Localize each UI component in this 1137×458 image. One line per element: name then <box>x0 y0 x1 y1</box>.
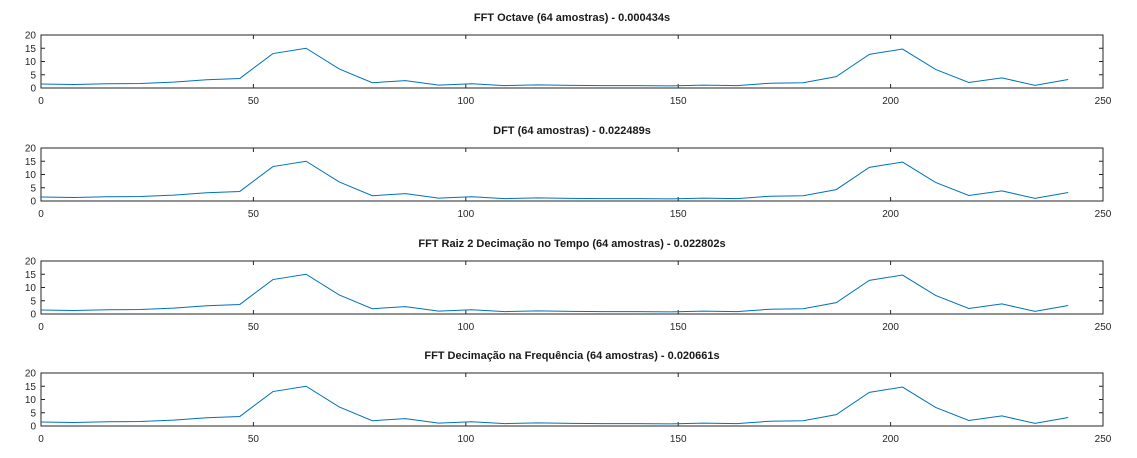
x-tick-label: 0 <box>38 96 44 107</box>
x-tick-label: 200 <box>882 209 899 220</box>
series-line <box>40 273 1069 313</box>
y-tick-label: 10 <box>25 395 37 406</box>
y-tick-label: 20 <box>25 144 37 155</box>
subplot-4: FFT Decimação na Frequência (64 amostras… <box>25 350 1112 445</box>
x-tick-label: 100 <box>457 434 474 445</box>
y-tick-label: 20 <box>25 31 37 42</box>
y-tick-label: 0 <box>30 197 36 208</box>
y-tick-label: 5 <box>30 296 36 307</box>
y-tick-label: 20 <box>25 257 37 268</box>
subplot-title: DFT (64 amostras) - 0.022489s <box>493 125 651 137</box>
subplot-3: FFT Raiz 2 Decimação no Tempo (64 amostr… <box>25 238 1112 333</box>
y-tick-label: 15 <box>25 44 37 55</box>
y-tick-label: 15 <box>25 157 37 168</box>
x-tick-label: 200 <box>882 322 899 333</box>
series-line <box>40 160 1069 200</box>
x-tick-label: 100 <box>457 209 474 220</box>
y-tick-label: 0 <box>30 422 36 433</box>
x-tick-label: 50 <box>248 209 260 220</box>
x-tick-label: 100 <box>457 96 474 107</box>
x-tick-label: 200 <box>882 96 899 107</box>
x-tick-label: 150 <box>670 209 687 220</box>
x-tick-label: 50 <box>248 322 260 333</box>
y-tick-label: 10 <box>25 57 37 68</box>
x-tick-label: 0 <box>38 322 44 333</box>
x-tick-label: 0 <box>38 209 44 220</box>
y-tick-label: 10 <box>25 170 37 181</box>
x-tick-label: 250 <box>1095 322 1112 333</box>
y-tick-label: 5 <box>30 408 36 419</box>
x-tick-label: 250 <box>1095 434 1112 445</box>
subplot-title: FFT Raiz 2 Decimação no Tempo (64 amostr… <box>418 238 725 250</box>
x-tick-label: 250 <box>1095 209 1112 220</box>
x-tick-label: 200 <box>882 434 899 445</box>
subplot-title: FFT Decimação na Frequência (64 amostras… <box>424 350 719 362</box>
series-line <box>40 385 1069 425</box>
y-tick-label: 5 <box>30 183 36 194</box>
x-tick-label: 150 <box>670 96 687 107</box>
y-tick-label: 15 <box>25 382 37 393</box>
y-tick-label: 5 <box>30 70 36 81</box>
x-tick-label: 150 <box>670 434 687 445</box>
x-tick-label: 100 <box>457 322 474 333</box>
y-tick-label: 0 <box>30 84 36 95</box>
x-tick-label: 150 <box>670 322 687 333</box>
x-tick-label: 250 <box>1095 96 1112 107</box>
y-tick-label: 10 <box>25 283 37 294</box>
y-tick-label: 20 <box>25 369 37 380</box>
x-tick-label: 50 <box>248 434 260 445</box>
series-line <box>40 47 1069 87</box>
y-tick-label: 0 <box>30 310 36 321</box>
subplot-title: FFT Octave (64 amostras) - 0.000434s <box>474 12 670 24</box>
x-tick-label: 50 <box>248 96 260 107</box>
x-tick-label: 0 <box>38 434 44 445</box>
y-tick-label: 15 <box>25 270 37 281</box>
